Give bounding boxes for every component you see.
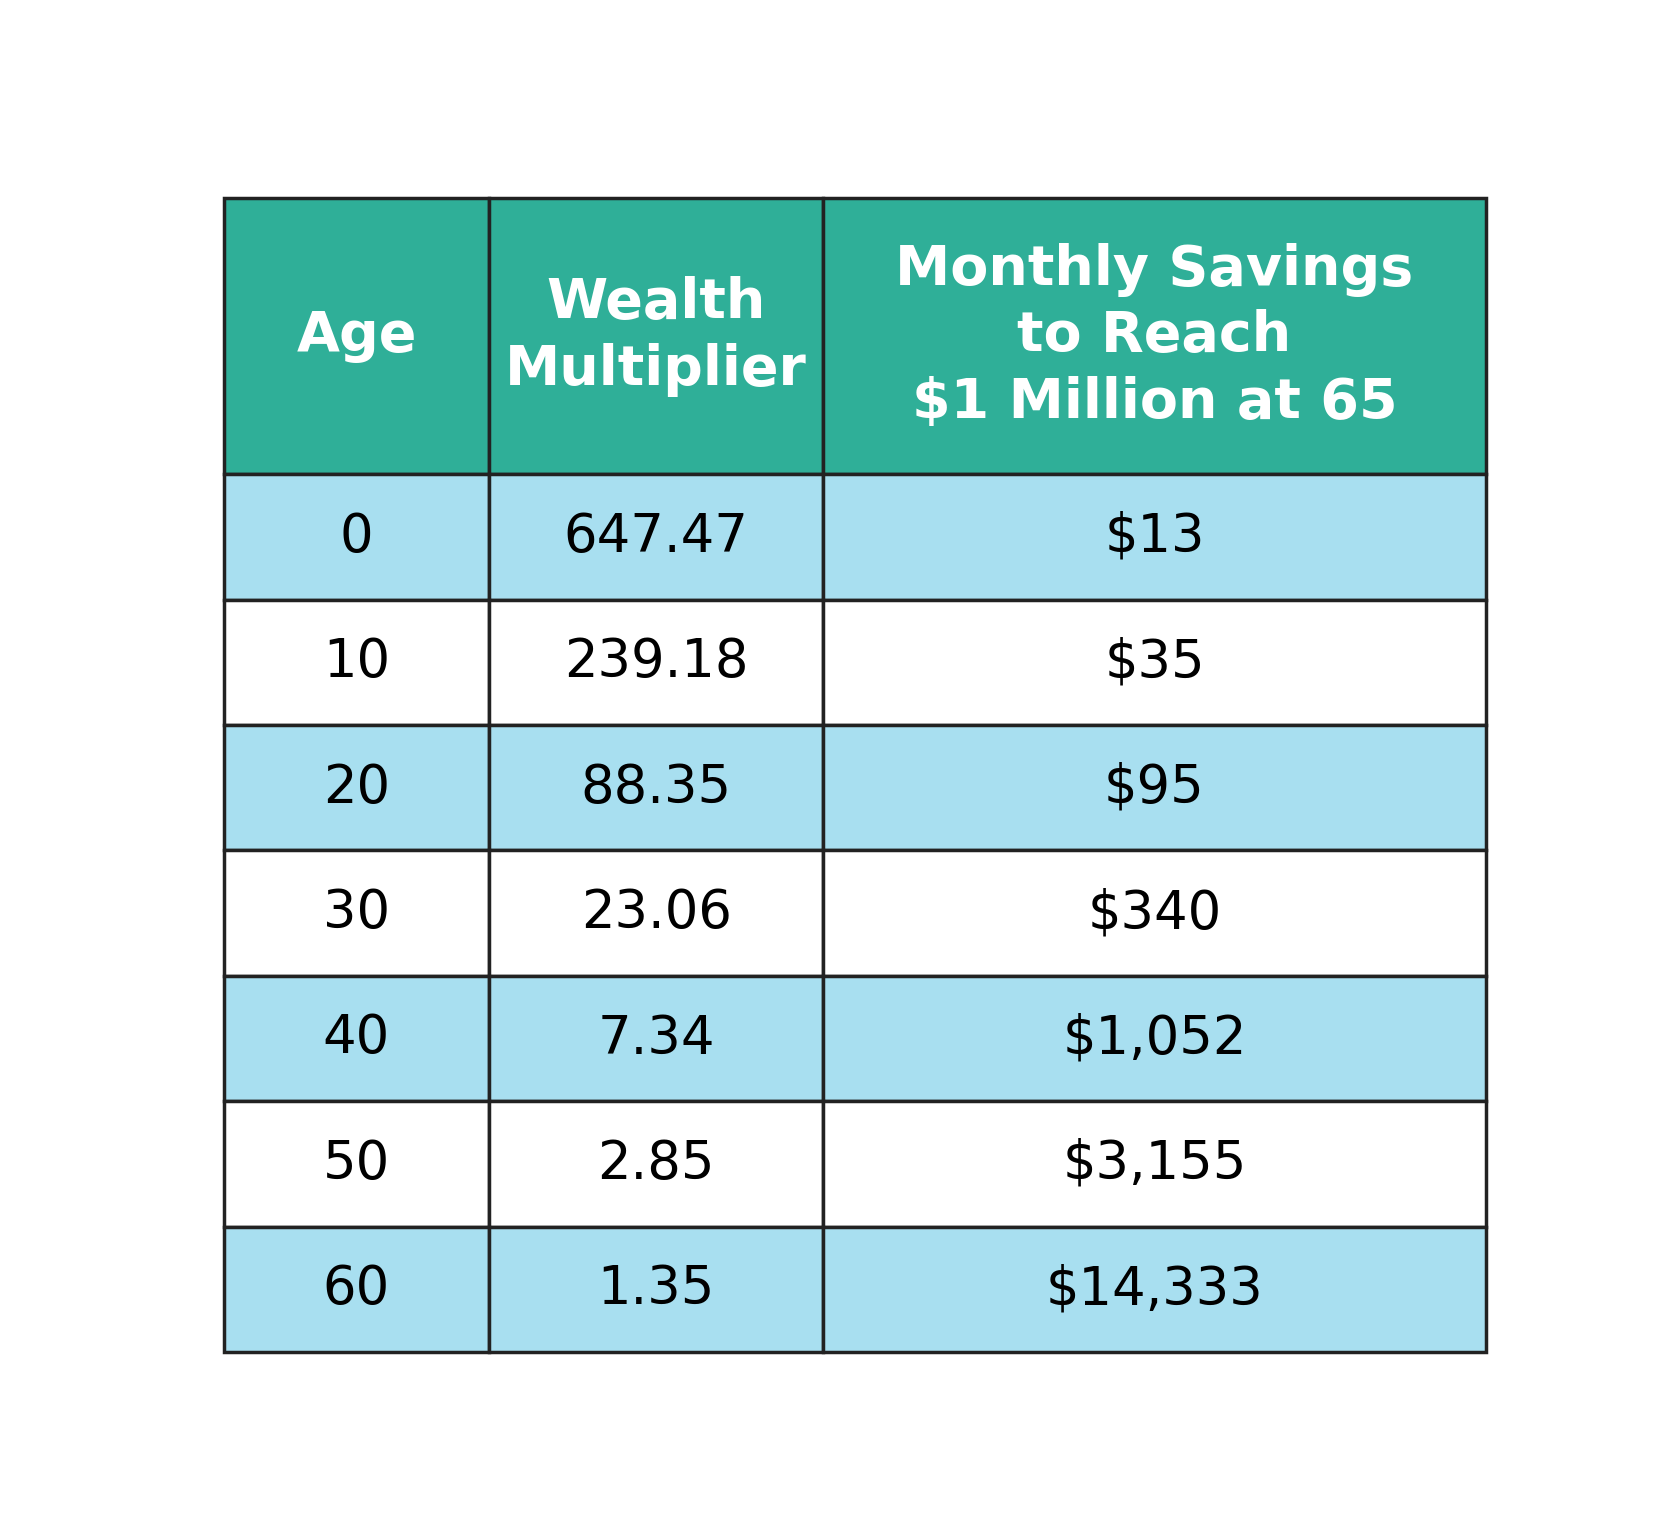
- Bar: [224, 1226, 489, 1352]
- Text: 1.35: 1.35: [597, 1263, 716, 1315]
- Text: $35: $35: [1104, 637, 1204, 688]
- Bar: [824, 850, 1486, 976]
- Bar: [824, 600, 1486, 725]
- Text: $95: $95: [1104, 761, 1204, 814]
- Text: 40: 40: [324, 1013, 390, 1064]
- Bar: [824, 725, 1486, 850]
- Bar: [489, 850, 824, 976]
- Bar: [489, 1226, 824, 1352]
- Text: 647.47: 647.47: [564, 511, 749, 563]
- Text: 30: 30: [324, 887, 390, 939]
- Bar: [224, 198, 489, 474]
- Bar: [224, 600, 489, 725]
- Bar: [824, 1101, 1486, 1226]
- Bar: [824, 976, 1486, 1101]
- Text: 23.06: 23.06: [580, 887, 732, 939]
- Text: 20: 20: [324, 761, 390, 814]
- Text: $1,052: $1,052: [1063, 1013, 1246, 1064]
- Bar: [224, 1101, 489, 1226]
- Text: $3,155: $3,155: [1063, 1137, 1246, 1190]
- Bar: [489, 725, 824, 850]
- Bar: [489, 976, 824, 1101]
- Text: 60: 60: [324, 1263, 390, 1315]
- Bar: [224, 850, 489, 976]
- Bar: [824, 198, 1486, 474]
- Text: 7.34: 7.34: [597, 1013, 716, 1064]
- Bar: [224, 474, 489, 600]
- Bar: [824, 474, 1486, 600]
- Text: $340: $340: [1088, 887, 1221, 939]
- Bar: [489, 600, 824, 725]
- Text: 2.85: 2.85: [597, 1137, 716, 1190]
- Text: Monthly Savings
to Reach
$1 Million at 65: Monthly Savings to Reach $1 Million at 6…: [896, 243, 1413, 430]
- Bar: [824, 1226, 1486, 1352]
- Text: Age: Age: [297, 310, 417, 364]
- Text: 0: 0: [340, 511, 374, 563]
- Text: Wealth
Multiplier: Wealth Multiplier: [505, 276, 807, 396]
- Bar: [489, 198, 824, 474]
- Text: $13: $13: [1104, 511, 1204, 563]
- Text: $14,333: $14,333: [1046, 1263, 1263, 1315]
- Bar: [489, 1101, 824, 1226]
- Bar: [489, 474, 824, 600]
- Bar: [224, 976, 489, 1101]
- Text: 239.18: 239.18: [564, 637, 749, 688]
- Text: 10: 10: [324, 637, 390, 688]
- Text: 50: 50: [324, 1137, 390, 1190]
- Text: 88.35: 88.35: [580, 761, 732, 814]
- Bar: [224, 725, 489, 850]
